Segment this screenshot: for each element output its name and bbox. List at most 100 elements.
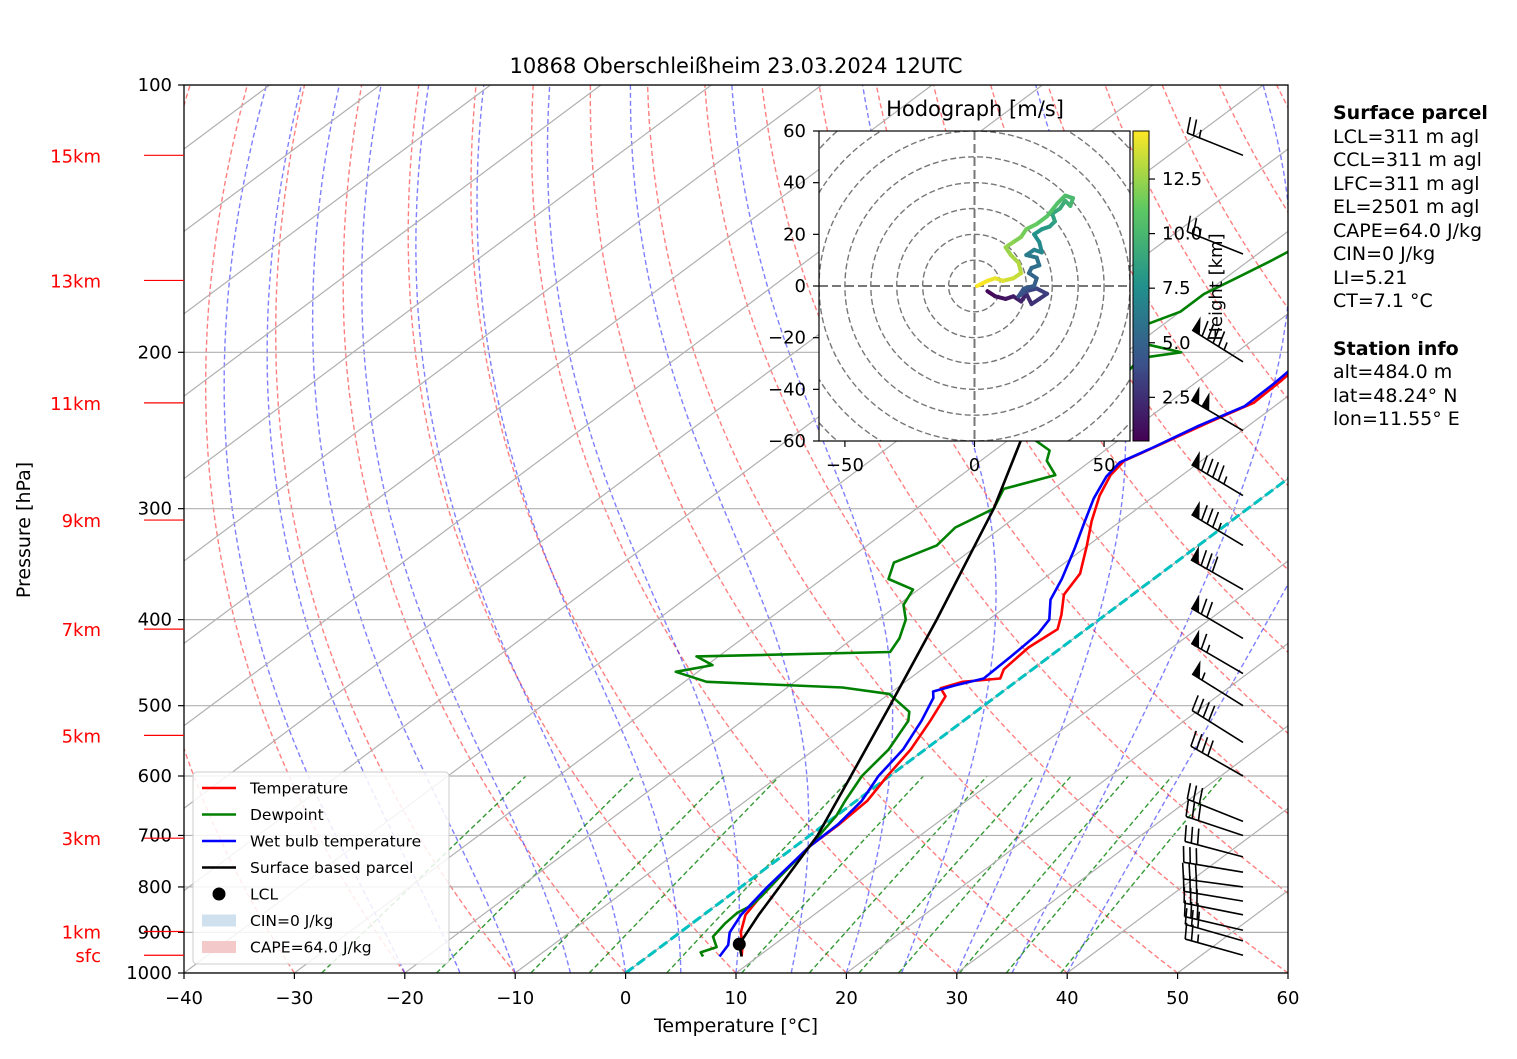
moist-adiabat — [266, 85, 461, 973]
mixing-ratio-line — [588, 775, 781, 973]
legend-label: Dewpoint — [250, 806, 324, 824]
x-tick-label: −30 — [275, 988, 313, 1009]
moist-adiabat — [415, 85, 627, 973]
colorbar — [1132, 130, 1150, 442]
x-tick-label: −40 — [165, 988, 203, 1009]
wind-barb — [1184, 825, 1244, 858]
x-axis-ticks: −40 −30 −20 −10 0 10 20 30 40 50 60 — [165, 973, 1299, 1009]
info-panel: Surface parcel LCL=311 m agl CCL=311 m a… — [1333, 102, 1513, 432]
x-tick-label: 20 — [835, 988, 858, 1009]
y-tick-label: 1000 — [126, 963, 172, 984]
hodograph-y-tick-label: 20 — [783, 224, 806, 245]
dry-adiabat — [470, 85, 847, 973]
x-tick-label: 60 — [1277, 988, 1300, 1009]
hodograph-x-tick-label: 50 — [1093, 455, 1116, 476]
legend-label: Temperature — [249, 780, 348, 798]
wet-bulb-temperature-line — [718, 369, 1288, 958]
colorbar-tick-label: 5.0 — [1162, 333, 1191, 354]
wind-barbs — [1181, 116, 1244, 957]
y-tick-label: 300 — [138, 499, 172, 520]
isotherm-line — [184, 85, 823, 562]
moist-adiabat — [861, 85, 997, 973]
legend-label: LCL — [250, 886, 278, 904]
isotherm-line — [956, 725, 1288, 973]
surface-parcel-el: EL=2501 m agl — [1333, 196, 1480, 218]
hodograph-x-tick-label: 0 — [969, 455, 980, 476]
height-tick-label: 11km — [50, 394, 101, 415]
legend-label: Wet bulb temperature — [250, 833, 421, 851]
dry-adiabat — [1047, 85, 1288, 487]
hodograph-y-tick-label: 40 — [783, 173, 806, 194]
lcl-marker — [732, 937, 746, 951]
y-tick-label: 800 — [138, 877, 172, 898]
hodograph-x-tick-label: −50 — [826, 455, 864, 476]
height-tick-label: 3km — [62, 829, 101, 850]
x-tick-label: 0 — [620, 988, 631, 1009]
station-longitude: lon=11.55° E — [1333, 408, 1460, 430]
chart-title: 10868 Oberschleißheim 23.03.2024 12UTC — [510, 54, 963, 78]
hodograph-ring — [844, 156, 1105, 416]
y-axis-label: Pressure [hPa] — [13, 462, 35, 598]
dry-adiabat — [589, 85, 1068, 973]
isotherm-line — [184, 85, 602, 397]
wind-barb — [1190, 386, 1244, 432]
surface-parcel-cape: CAPE=64.0 J/kg — [1333, 219, 1483, 242]
wind-barb — [1184, 922, 1244, 957]
dry-adiabat — [704, 85, 1288, 973]
colorbar-tick-label: 7.5 — [1162, 278, 1191, 299]
surface-parcel-ccl: CCL=311 m agl — [1333, 149, 1482, 171]
legend: Temperature Dewpoint Wet bulb temperature S… — [192, 771, 450, 965]
y-tick-label: 900 — [138, 922, 172, 943]
hodograph-y-tick-label: 60 — [783, 121, 806, 142]
isotherm-line — [294, 230, 1288, 973]
wind-barb — [1190, 730, 1244, 777]
hodograph-segment — [1045, 201, 1060, 219]
wind-barb — [1190, 594, 1244, 640]
station-info-title: Station info — [1333, 337, 1459, 360]
legend-label: CAPE=64.0 J/kg — [250, 939, 372, 957]
wind-barb — [1190, 545, 1244, 591]
colorbar-label: Height [km] — [1206, 233, 1227, 340]
isotherm-line — [735, 560, 1288, 973]
x-tick-label: 40 — [1056, 988, 1079, 1009]
moist-adiabat — [223, 85, 406, 973]
moist-adiabat — [476, 85, 682, 973]
moist-adiabat — [361, 85, 572, 973]
y-tick-label: 500 — [138, 696, 172, 717]
height-tick-label: 7km — [62, 620, 101, 641]
hodograph-ring — [947, 259, 1002, 313]
legend-label: CIN=0 J/kg — [250, 912, 333, 930]
wind-barb — [1191, 316, 1244, 363]
legend-box — [192, 771, 450, 965]
isotherm-line — [1066, 807, 1288, 973]
temperature-line — [739, 373, 1288, 957]
wind-barb — [1182, 846, 1244, 873]
y-axis-ticks: 100 200 300 400 500 600 700 800 900 1000 — [126, 75, 184, 984]
wind-barb — [1191, 451, 1244, 497]
hodograph-y-tick-label: 0 — [795, 276, 806, 297]
hodograph-title: Hodograph [m/s] — [886, 97, 1064, 121]
surface-parcel-lcl: LCL=311 m agl — [1333, 125, 1480, 148]
hodograph-segment — [975, 281, 985, 288]
height-tick-label: 9km — [62, 511, 101, 532]
isotherm-line — [184, 85, 491, 315]
hodograph-segment — [1034, 214, 1050, 226]
height-tick-label: 5km — [62, 726, 101, 747]
mixing-ratio-line — [666, 775, 854, 973]
x-tick-label: 50 — [1166, 988, 1189, 1009]
x-tick-label: 10 — [725, 988, 748, 1009]
surface-parcel-ct: CT=7.1 °C — [1333, 290, 1433, 312]
y-tick-label: 600 — [138, 766, 172, 787]
y-tick-label: 700 — [138, 825, 172, 846]
x-tick-label: −20 — [386, 988, 424, 1009]
wind-barb — [1190, 629, 1244, 675]
dry-adiabat — [646, 85, 1179, 973]
legend-swatch — [202, 914, 236, 927]
wind-barb — [1191, 500, 1244, 547]
moist-adiabat — [629, 85, 810, 973]
mixing-ratio-line — [530, 775, 725, 973]
hodograph-y-tick-label: −20 — [768, 328, 806, 349]
hodograph-y-tick-label: −40 — [768, 379, 806, 400]
colorbar-tick-label: 2.5 — [1162, 387, 1191, 408]
hodograph-ring — [870, 181, 1079, 391]
